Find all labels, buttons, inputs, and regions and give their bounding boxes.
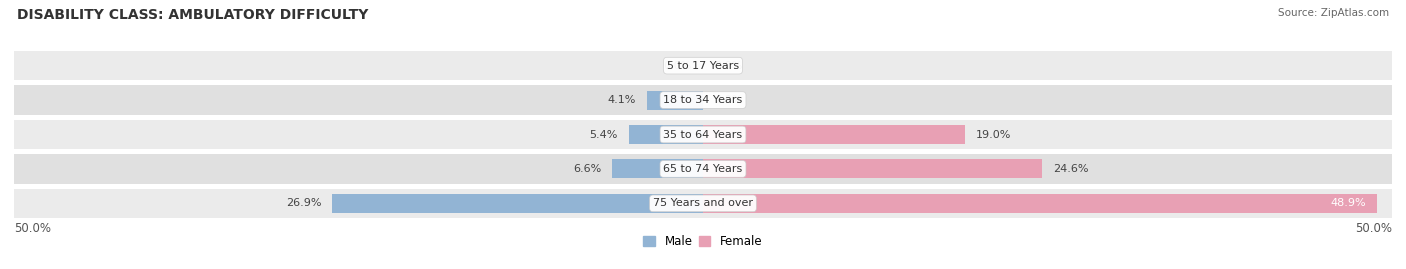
Bar (14, 120, 1392, 149)
Bar (332, 194, 703, 213)
Bar (14, 86, 1392, 115)
Text: 18 to 34 Years: 18 to 34 Years (664, 95, 742, 105)
Text: 65 to 74 Years: 65 to 74 Years (664, 164, 742, 174)
Text: 0.0%: 0.0% (714, 61, 742, 71)
Text: 75 Years and over: 75 Years and over (652, 198, 754, 208)
Text: 48.9%: 48.9% (1330, 198, 1365, 208)
Bar (647, 91, 703, 109)
Text: DISABILITY CLASS: AMBULATORY DIFFICULTY: DISABILITY CLASS: AMBULATORY DIFFICULTY (17, 8, 368, 22)
Bar (14, 51, 1392, 80)
Text: 6.6%: 6.6% (572, 164, 600, 174)
Text: 0.0%: 0.0% (714, 95, 742, 105)
Text: 50.0%: 50.0% (1355, 222, 1392, 235)
Text: 19.0%: 19.0% (976, 129, 1011, 140)
Text: 5 to 17 Years: 5 to 17 Years (666, 61, 740, 71)
Bar (14, 189, 1392, 218)
Legend: Male, Female: Male, Female (638, 230, 768, 253)
Bar (703, 160, 1042, 178)
Text: 26.9%: 26.9% (285, 198, 322, 208)
Text: 0.0%: 0.0% (664, 61, 692, 71)
Text: 35 to 64 Years: 35 to 64 Years (664, 129, 742, 140)
Bar (14, 154, 1392, 183)
Text: 24.6%: 24.6% (1053, 164, 1088, 174)
Text: 5.4%: 5.4% (589, 129, 617, 140)
Bar (628, 125, 703, 144)
Bar (703, 194, 1376, 213)
Text: Source: ZipAtlas.com: Source: ZipAtlas.com (1278, 8, 1389, 18)
Bar (612, 160, 703, 178)
Text: 4.1%: 4.1% (607, 95, 636, 105)
Bar (703, 125, 965, 144)
Text: 50.0%: 50.0% (14, 222, 51, 235)
